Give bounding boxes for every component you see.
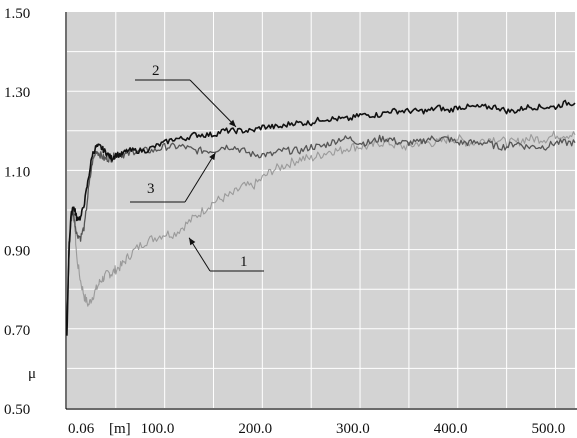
annotation-3-label: 3 [147,181,155,197]
series-3-line [66,134,576,330]
series-1-line [66,130,576,322]
annotation-1-label: 1 [240,254,248,270]
x-tick-label: 100.0 [141,421,175,437]
series-2-line [66,99,576,336]
tick-labels: 1.50 1.30 1.10 0.90 0.70 0.50 0.06 100.0 200.0 30… [4,6,565,437]
y-tick-label: 1.30 [4,85,30,101]
annotation-2-leader [189,79,237,128]
x-tick-label: 300.0 [336,421,370,437]
y-tick-label: 0.70 [4,323,30,339]
annotation-2-label: 2 [152,63,160,79]
x-tick-label: 200.0 [238,421,272,437]
y-tick-label: 0.90 [4,244,30,260]
y-tick-label: 1.10 [4,164,30,180]
axes [65,12,577,410]
annotation-1-arrowhead [189,237,196,246]
annotation-2-arrowhead [228,119,236,127]
annotation-3-leader [184,152,216,203]
x-axis-unit-label: [m] [109,421,131,437]
series-layer [66,99,576,336]
y-axis-label: μ [28,366,36,382]
x-tick-label: 400.0 [434,421,468,437]
x-tick-label: 500.0 [531,421,565,437]
y-tick-label: 0.50 [4,402,30,418]
y-tick-label: 1.50 [4,6,30,22]
grid-lines [67,12,575,408]
annotation-3-arrowhead [209,152,216,161]
x-tick-label: 0.06 [68,421,95,437]
annotations: 1 2 3 [130,63,264,272]
